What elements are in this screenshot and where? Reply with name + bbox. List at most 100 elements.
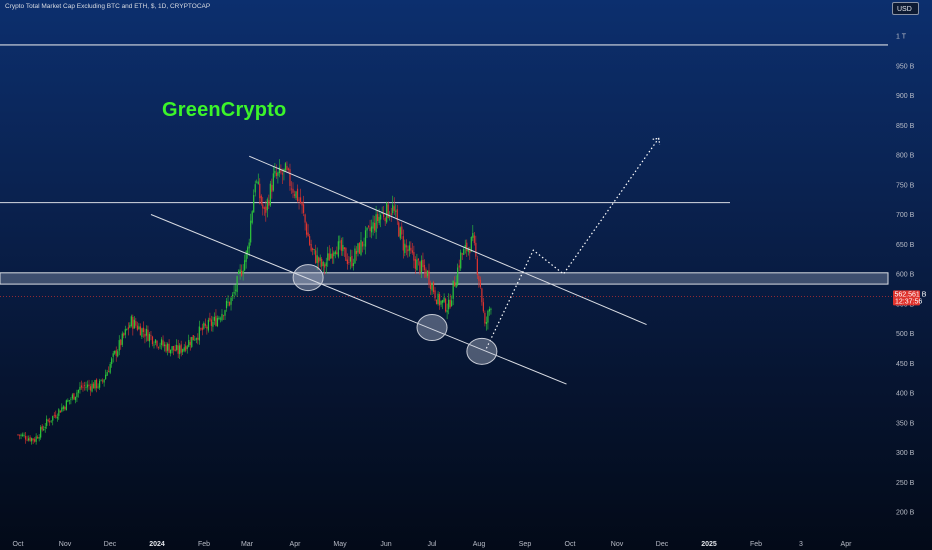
- price-tick-label: 900 B: [896, 93, 915, 100]
- candle-body: [26, 439, 28, 441]
- candle-body: [393, 206, 395, 211]
- candle-body: [95, 379, 98, 389]
- candle-body: [476, 258, 478, 275]
- time-tick-label: 2025: [701, 541, 717, 548]
- candle-body: [204, 323, 206, 326]
- candle-body: [449, 299, 451, 308]
- watermark-text: GreenCrypto: [162, 99, 287, 121]
- candle-body: [390, 213, 392, 215]
- candle-body: [292, 188, 294, 193]
- time-tick-label: Aug: [473, 541, 486, 548]
- candle-body: [434, 290, 436, 299]
- price-tick-label: 700 B: [896, 212, 915, 219]
- candle-body: [399, 227, 401, 239]
- price-tick-label: 350 B: [896, 420, 915, 427]
- candle-body: [62, 406, 64, 409]
- candle-body: [307, 232, 309, 237]
- candle-body: [126, 329, 128, 330]
- candle-body: [431, 284, 433, 291]
- candle-body: [109, 364, 111, 373]
- candle-body: [416, 259, 418, 271]
- candle-body: [83, 385, 86, 387]
- candle-body: [464, 244, 466, 248]
- candle-body: [127, 327, 129, 330]
- countdown-label: 12:37:56: [895, 298, 922, 305]
- candle-body: [200, 328, 202, 330]
- candle-body: [438, 294, 441, 306]
- candle-body: [151, 336, 154, 345]
- candle-body: [34, 439, 36, 442]
- candle-body: [44, 426, 46, 429]
- candle-body: [410, 247, 412, 251]
- candle-body: [466, 242, 468, 252]
- resistance-zone: [0, 272, 889, 285]
- candle-body: [336, 252, 338, 255]
- candle-body: [74, 396, 77, 401]
- candle-body: [284, 163, 287, 171]
- candle-body: [293, 194, 296, 196]
- candle-body: [295, 191, 297, 198]
- candle-body: [135, 321, 137, 326]
- candle-body: [448, 299, 450, 310]
- candle-body: [203, 322, 205, 329]
- candle-body: [17, 434, 19, 436]
- candle-body: [426, 270, 429, 276]
- candle-body: [290, 188, 293, 190]
- price-tick-label: 200 B: [896, 510, 915, 517]
- candle-body: [225, 300, 228, 309]
- price-tick-label: 1 T: [896, 34, 907, 41]
- candle-body: [133, 319, 135, 329]
- candle-body: [275, 172, 277, 176]
- candle-body: [231, 294, 234, 297]
- candle-body: [337, 241, 339, 257]
- candle-body: [310, 244, 312, 251]
- currency-selector[interactable]: USD: [892, 2, 919, 15]
- candle-body: [340, 239, 342, 251]
- time-tick-label: May: [333, 541, 347, 548]
- candle-body: [239, 269, 241, 273]
- candle-body: [105, 374, 107, 380]
- candle-body: [378, 216, 380, 224]
- last-price-badge: [893, 290, 920, 306]
- candle-body: [82, 386, 84, 388]
- highlight-circle: [292, 264, 324, 292]
- candle-body: [198, 326, 200, 341]
- candle-body: [287, 168, 290, 170]
- candle-body: [24, 436, 27, 440]
- candle-body: [20, 434, 22, 436]
- candle-body: [98, 380, 101, 388]
- candle-body: [429, 283, 432, 289]
- candle-body: [67, 400, 69, 402]
- candle-body: [478, 276, 480, 281]
- candle-body: [425, 269, 427, 278]
- time-tick-label: Sep: [519, 541, 532, 548]
- candle-body: [123, 333, 125, 336]
- candle-body: [182, 349, 184, 353]
- candle-body: [343, 247, 345, 250]
- time-tick-label: Apr: [841, 541, 853, 548]
- candle-body: [108, 371, 110, 373]
- candle-body: [227, 301, 229, 303]
- candle-body: [207, 319, 209, 331]
- time-tick-label: Nov: [59, 541, 72, 548]
- candle-body: [58, 409, 60, 416]
- candle-body: [470, 236, 472, 252]
- candle-body: [357, 243, 359, 253]
- price-tick-label: 300 B: [896, 450, 915, 457]
- candle-body: [440, 300, 442, 305]
- candle-body: [298, 199, 300, 201]
- candle-body: [192, 335, 194, 341]
- candle-body: [27, 438, 30, 441]
- candle-body: [55, 414, 57, 418]
- candle-body: [402, 236, 404, 251]
- lower-channel-line: [150, 214, 567, 385]
- candle-body: [443, 297, 445, 302]
- candle-body: [168, 343, 170, 353]
- candle-body: [451, 300, 453, 307]
- candle-body: [420, 260, 423, 273]
- candle-body: [71, 394, 73, 399]
- candle-body: [301, 202, 303, 206]
- candle-body: [238, 271, 240, 274]
- candle-body: [145, 328, 148, 336]
